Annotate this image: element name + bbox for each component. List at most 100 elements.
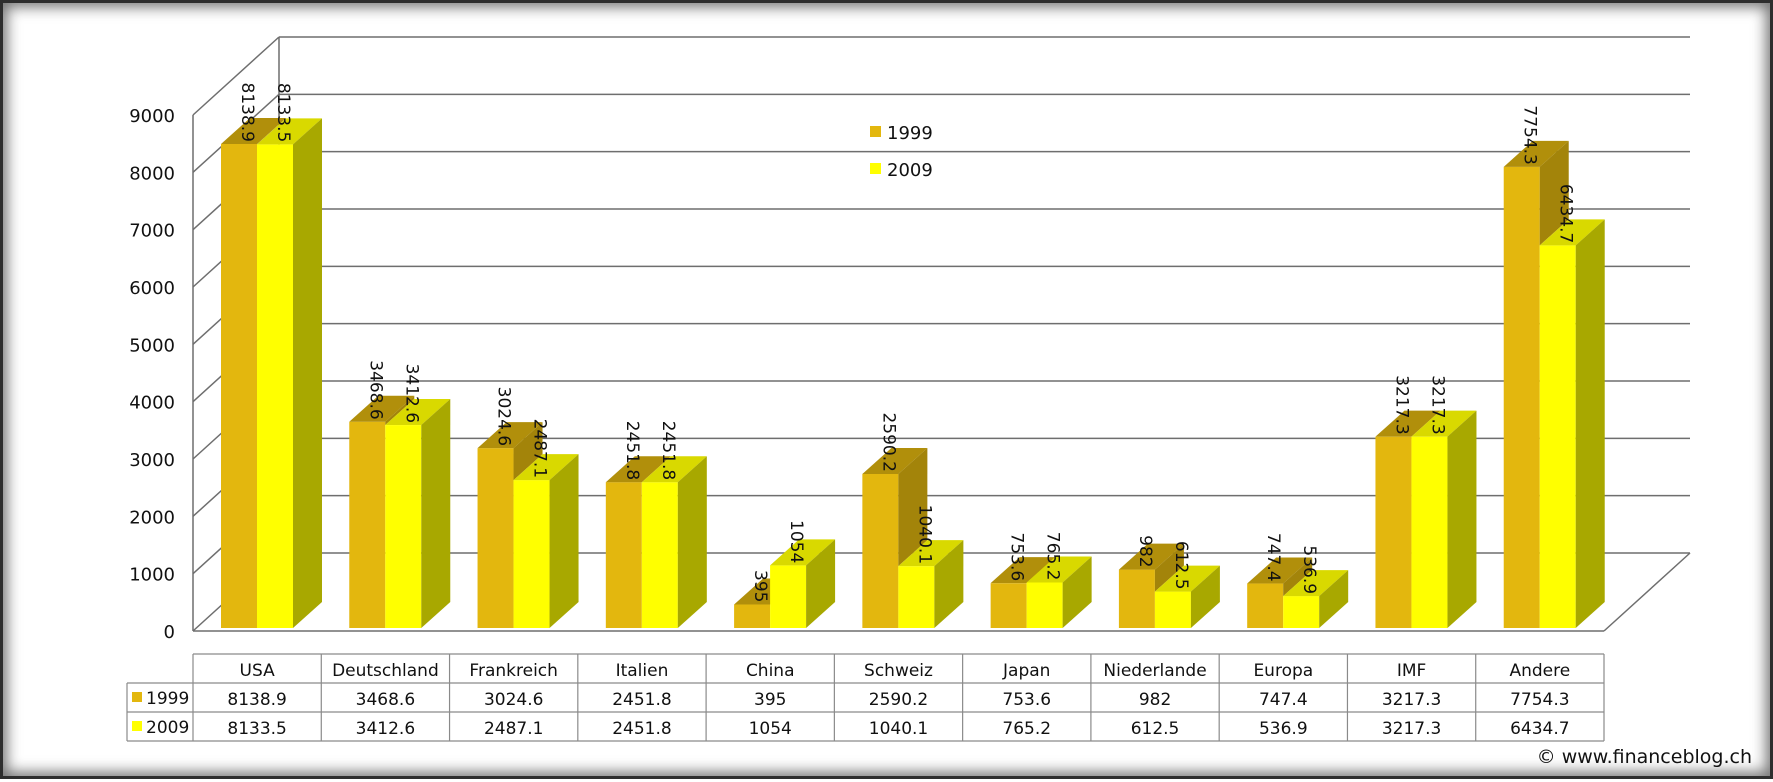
bar-top-1999-IMF <box>1375 410 1441 437</box>
legend-label-2009: 2009 <box>887 160 933 181</box>
bar-side-2009-Italien <box>677 456 707 628</box>
bar-1999-Niederlande <box>1118 569 1155 628</box>
y-tick-label: 3000 <box>129 450 175 471</box>
x-tick-label: Niederlande <box>1103 661 1206 681</box>
data-label-1999-Japan: 753.6 <box>1007 533 1027 582</box>
bar-side-1999-Deutschland <box>385 395 415 426</box>
x-tick-label: Deutschland <box>332 661 439 681</box>
data-label-1999-Andere: 7754.3 <box>1520 105 1540 164</box>
data-label-1999-Italien: 2451.8 <box>622 421 642 480</box>
bar-top-2009-Andere <box>1539 219 1605 246</box>
bar-top-1999-Frankreich <box>477 422 543 449</box>
table-cell-2009: 8133.5 <box>227 719 286 739</box>
table-cell-1999: 7754.3 <box>1510 690 1569 710</box>
table-cell-2009: 612.5 <box>1131 719 1180 739</box>
table-cell-1999: 3024.6 <box>484 690 543 710</box>
data-label-2009-Niederlande: 612.5 <box>1171 541 1191 590</box>
bar-side-2009-IMF <box>1447 410 1477 628</box>
data-label-2009-Europa: 536.9 <box>1299 545 1319 594</box>
data-label-1999-USA: 8138.9 <box>237 83 257 142</box>
bar-top-2009-IMF <box>1411 410 1477 437</box>
bar-1999-Deutschland <box>349 421 386 628</box>
bar-side-2009-Japan <box>1062 556 1092 628</box>
copyright-notice: © www.financeblog.ch <box>1536 746 1752 768</box>
bar-top-2009-Italien <box>641 456 707 483</box>
data-label-2009-Frankreich: 2487.1 <box>530 419 550 478</box>
data-label-1999-IMF: 3217.3 <box>1391 375 1411 434</box>
bar-side-2009-Schweiz <box>934 540 964 628</box>
table-row-label-2009: 2009 <box>146 718 189 738</box>
table-cell-1999: 3468.6 <box>356 690 415 710</box>
table-cell-1999: 2590.2 <box>869 690 928 710</box>
legend-swatch-2009 <box>870 163 881 174</box>
data-label-2009-Italien: 2451.8 <box>658 421 678 480</box>
data-label-1999-Frankreich: 3024.6 <box>494 387 514 446</box>
bar-top-1999-Niederlande <box>1118 543 1184 570</box>
table-cell-2009: 3217.3 <box>1382 719 1441 739</box>
x-tick-label: Italien <box>616 661 669 681</box>
bar-2009-Schweiz <box>898 566 935 628</box>
bar-2009-Niederlande <box>1154 591 1191 628</box>
bar-top-1999-Andere <box>1503 140 1569 167</box>
data-label-1999-Europa: 747.4 <box>1263 533 1283 582</box>
bar-top-1999-USA <box>221 118 286 144</box>
data-label-1999-China: 395 <box>750 570 770 602</box>
bar-1999-Italien <box>605 482 642 628</box>
y-tick-label: 2000 <box>129 507 175 528</box>
bar-2009-IMF <box>1411 436 1448 628</box>
table-cell-2009: 2451.8 <box>612 719 671 739</box>
table-swatch-2009 <box>132 721 142 731</box>
bar-side-2009-USA <box>293 118 322 629</box>
bar-top-1999-Europa <box>1247 557 1313 584</box>
bar-top-2009-Schweiz <box>898 540 964 567</box>
bar-1999-USA <box>221 144 257 628</box>
bar-top-2009-USA <box>257 118 322 145</box>
y-tick-label: 4000 <box>129 393 175 414</box>
table-cell-1999: 2451.8 <box>612 690 671 710</box>
legend-label-1999: 1999 <box>887 123 933 144</box>
x-tick-label: IMF <box>1397 661 1426 681</box>
x-tick-label: Schweiz <box>864 661 933 681</box>
data-label-2009-Japan: 765.2 <box>1043 532 1063 581</box>
bar-side-2009-Europa <box>1319 570 1349 628</box>
bar-2009-Frankreich <box>513 480 550 628</box>
bar-side-1999-Schweiz <box>898 447 928 567</box>
bar-2009-Andere <box>1539 245 1576 628</box>
y-tick-label: 0 <box>164 622 175 643</box>
bar-2009-Italien <box>641 482 678 628</box>
table-cell-1999: 8138.9 <box>227 690 286 710</box>
table-cell-1999: 395 <box>754 690 786 710</box>
table-cell-2009: 2487.1 <box>484 719 543 739</box>
bar-side-2009-Andere <box>1575 219 1605 628</box>
y-tick-label: 8000 <box>129 163 175 184</box>
bar-2009-Deutschland <box>385 425 422 628</box>
bar-top-2009-Europa <box>1283 570 1349 597</box>
table-cell-2009: 1054 <box>749 719 792 739</box>
data-label-2009-China: 1054 <box>786 520 806 563</box>
bar-top-1999-Japan <box>990 557 1056 584</box>
bar-chart: 0 1000 2000 3000 4000 5000 6000 7000 8000 9000 813… <box>126 36 1691 742</box>
table-cell-1999: 747.4 <box>1259 690 1308 710</box>
bar-top-2009-China <box>770 539 836 566</box>
data-label-1999-Schweiz: 2590.2 <box>878 412 898 471</box>
data-label-2009-Deutschland: 3412.6 <box>401 364 421 423</box>
bar-2009-USA <box>257 144 293 629</box>
x-tick-label: Japan <box>1002 661 1050 681</box>
legend-swatch-1999 <box>870 126 881 137</box>
gridline-side <box>192 36 280 116</box>
table-cell-1999: 3217.3 <box>1382 690 1441 710</box>
y-tick-label: 9000 <box>129 106 175 127</box>
data-label-1999-Niederlande: 982 <box>1135 535 1155 567</box>
table-cell-1999: 982 <box>1139 690 1171 710</box>
table-swatch-1999 <box>132 692 142 702</box>
bar-side-1999-Andere <box>1539 140 1569 246</box>
x-tick-label: Frankreich <box>469 661 558 681</box>
bar-1999-Frankreich <box>477 448 514 628</box>
bar-top-2009-Deutschland <box>385 399 451 426</box>
bar-2009-China <box>770 565 807 628</box>
bar-2009-Europa <box>1283 596 1320 628</box>
table-cell-2009: 3412.6 <box>356 719 415 739</box>
bar-top-2009-Niederlande <box>1154 565 1220 592</box>
x-tick-label: Europa <box>1253 661 1313 681</box>
